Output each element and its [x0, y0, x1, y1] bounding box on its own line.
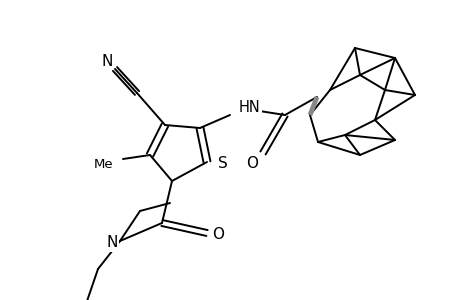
- Text: O: O: [212, 227, 224, 242]
- Text: Me: Me: [93, 158, 113, 172]
- Text: O: O: [246, 155, 257, 170]
- Text: S: S: [218, 157, 227, 172]
- Text: N: N: [106, 236, 118, 250]
- Text: HN: HN: [239, 100, 260, 116]
- Text: N: N: [101, 53, 112, 68]
